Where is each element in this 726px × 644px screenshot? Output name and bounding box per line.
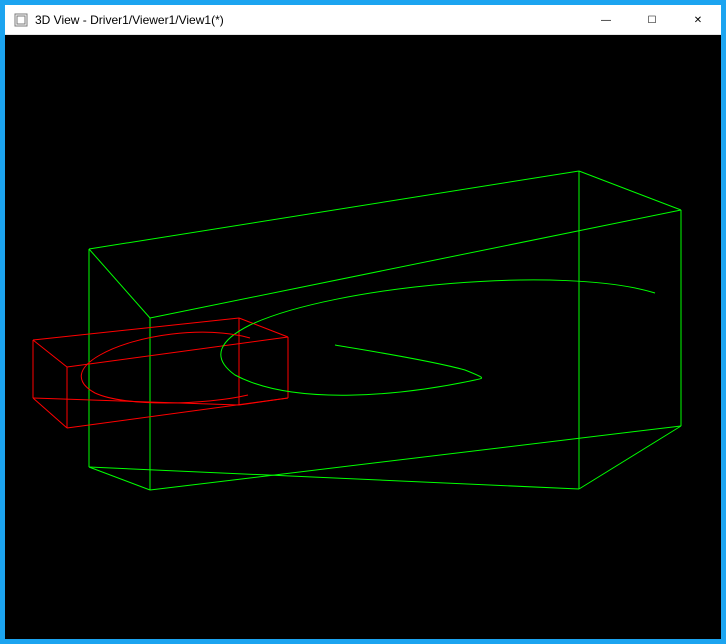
desktop-border: 3D View - Driver1/Viewer1/View1(*) — ☐ ✕ (0, 0, 726, 644)
window-controls: — ☐ ✕ (583, 5, 721, 34)
window-3d-view: 3D View - Driver1/Viewer1/View1(*) — ☐ ✕ (5, 5, 721, 639)
app-3d-view-icon (13, 12, 29, 28)
3d-viewport[interactable] (5, 35, 721, 639)
close-icon: ✕ (694, 15, 702, 26)
3d-scene-svg (5, 35, 721, 639)
maximize-button[interactable]: ☐ (629, 5, 675, 35)
maximize-icon: ☐ (648, 15, 657, 26)
minimize-icon: — (601, 15, 611, 26)
titlebar[interactable]: 3D View - Driver1/Viewer1/View1(*) — ☐ ✕ (5, 5, 721, 35)
window-title: 3D View - Driver1/Viewer1/View1(*) (35, 13, 583, 27)
close-button[interactable]: ✕ (675, 5, 721, 35)
minimize-button[interactable]: — (583, 5, 629, 35)
